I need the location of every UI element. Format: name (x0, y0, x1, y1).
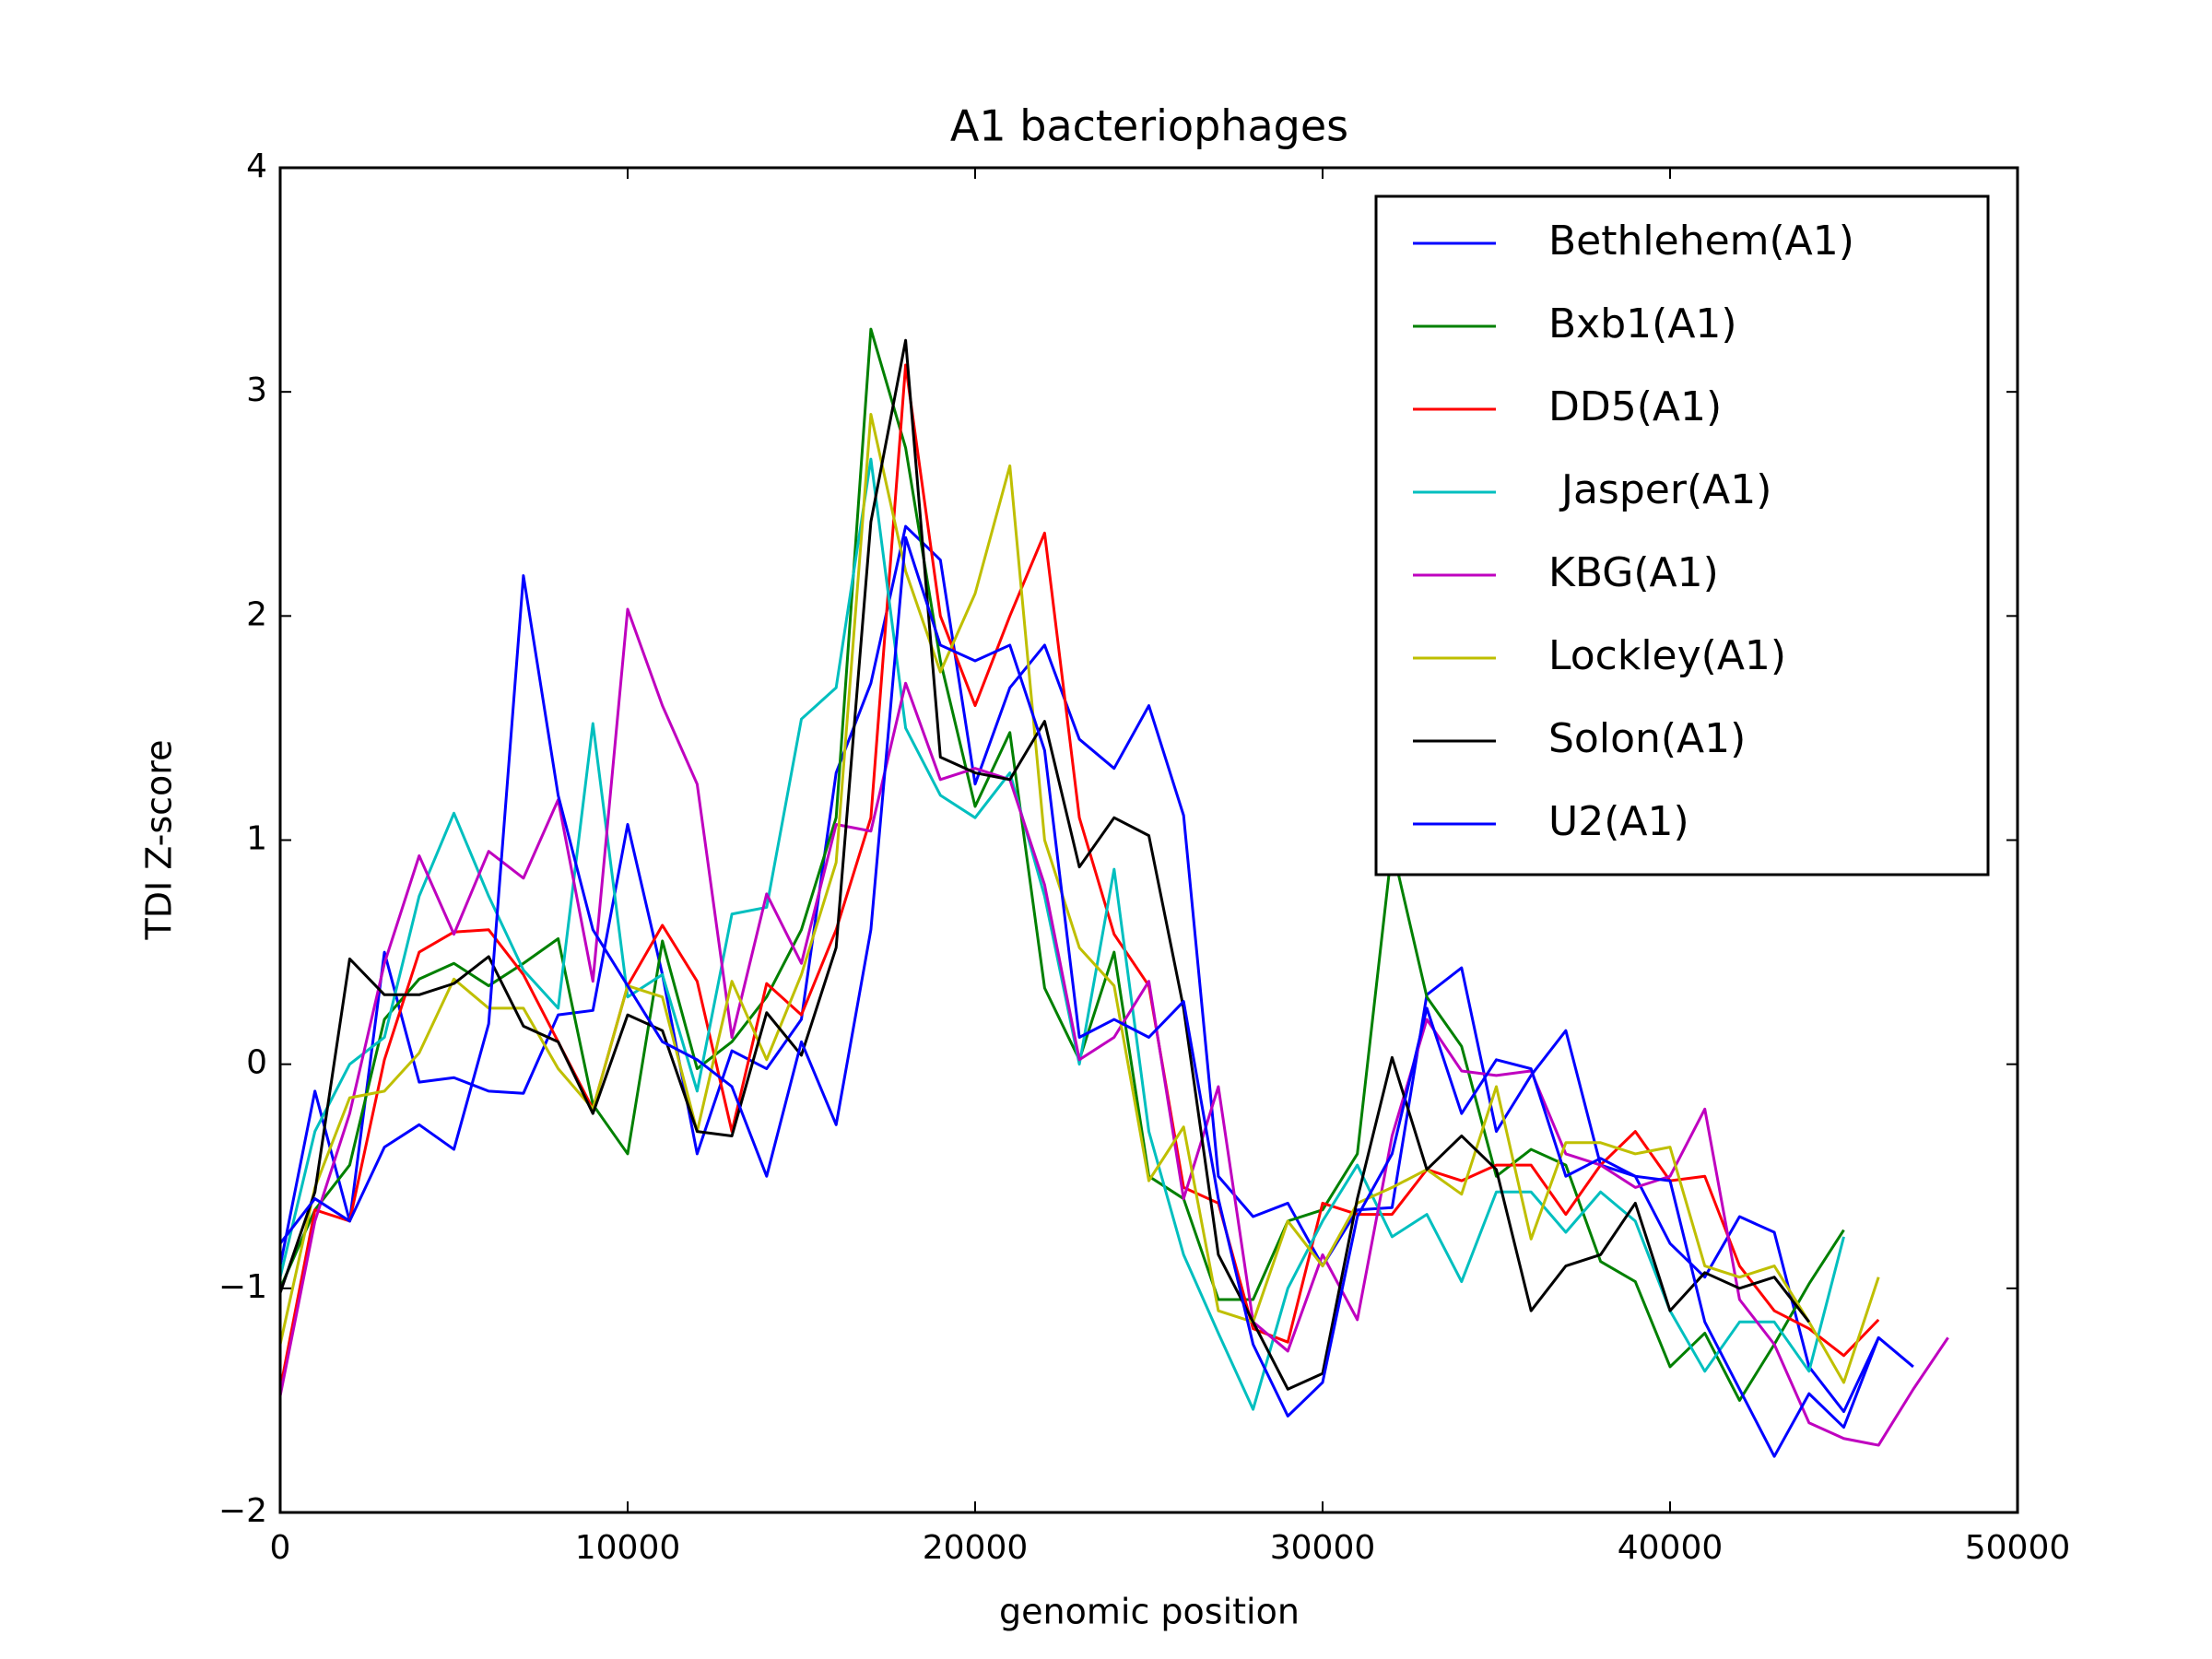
y-tick-label: −1 (218, 1268, 267, 1306)
y-tick-label: 0 (246, 1044, 267, 1082)
legend-label: Bxb1(A1) (1548, 300, 1737, 347)
x-tick-label: 0 (270, 1529, 291, 1567)
y-tick-label: 3 (246, 371, 267, 409)
data-line (278, 412, 1880, 1384)
y-tick-label: −2 (218, 1492, 267, 1530)
data-line (278, 363, 1880, 1390)
y-tick-label: 2 (246, 595, 267, 633)
legend-label: Jasper(A1) (1548, 466, 1771, 513)
plot-area (278, 327, 1949, 1458)
data-line (278, 457, 1845, 1411)
legend-label: Solon(A1) (1548, 715, 1746, 762)
y-tick-label: 4 (246, 147, 267, 185)
x-tick-label: 20000 (923, 1529, 1029, 1567)
x-tick-label: 50000 (1965, 1529, 2071, 1567)
x-tick-label: 40000 (1618, 1529, 1724, 1567)
x-tick-label: 10000 (575, 1529, 681, 1567)
y-axis-label: TDI Z-score (139, 740, 180, 941)
data-line (278, 535, 1880, 1458)
chart-title: A1 bacteriophages (950, 101, 1348, 151)
legend-label: DD5(A1) (1548, 383, 1722, 430)
data-line (278, 338, 1810, 1391)
legend-label: U2(A1) (1548, 798, 1689, 845)
x-axis-label: genomic position (999, 1592, 1300, 1632)
y-tick-label: 1 (246, 820, 267, 858)
legend-box (1374, 194, 1990, 877)
legend-label: Lockley(A1) (1548, 632, 1786, 679)
x-tick-label: 30000 (1270, 1529, 1376, 1567)
legend-label: KBG(A1) (1548, 549, 1719, 596)
legend-label: Bethlehem(A1) (1548, 218, 1854, 265)
